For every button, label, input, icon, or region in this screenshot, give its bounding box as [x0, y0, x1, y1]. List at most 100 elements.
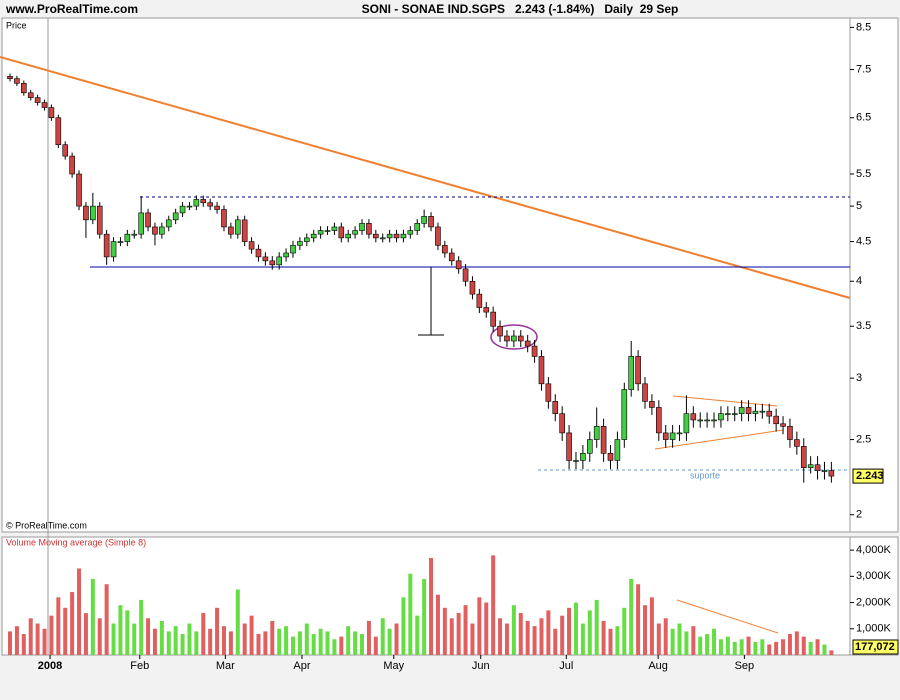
candle-body [462, 268, 469, 282]
candle-body [497, 325, 503, 337]
candle-body [635, 356, 641, 385]
volume-bar [194, 631, 199, 655]
candle-body [828, 470, 835, 477]
y-tick-label: 1,000K [856, 623, 892, 635]
volume-bar [573, 602, 578, 655]
volume-bar [636, 584, 641, 655]
volume-bar [525, 620, 530, 655]
volume-bar [42, 628, 47, 655]
candle-body [759, 410, 766, 413]
volume-bar [394, 623, 399, 655]
volume-bar [90, 578, 95, 655]
volume-bar [21, 634, 26, 655]
x-tick-label: Jul [559, 660, 573, 672]
candle-body [745, 407, 752, 414]
volume-bar [56, 597, 61, 655]
volume-bar [422, 578, 427, 655]
copyright: © ProRealTime.com [6, 520, 87, 530]
candle-body [283, 252, 289, 258]
candle-body [766, 410, 773, 417]
candle-body [27, 92, 34, 98]
y-tick-label: 7.5 [856, 63, 871, 75]
volume-bar [132, 623, 137, 655]
candle-body [62, 144, 69, 157]
volume-axis-pane [849, 536, 899, 656]
volume-bar [118, 605, 123, 655]
volume-bar [318, 628, 323, 655]
candle-body [228, 226, 234, 235]
candle-body [297, 241, 303, 246]
candle-body [262, 256, 269, 262]
candle-body [76, 173, 82, 207]
candle-body [421, 216, 427, 224]
volume-bar [532, 626, 537, 655]
volume-bar [518, 613, 523, 655]
volume-bar [180, 634, 185, 655]
volume-bar [677, 623, 682, 655]
candle-body [794, 439, 800, 447]
candle-body [290, 245, 296, 254]
candle-body [545, 383, 552, 402]
price-pane [1, 17, 851, 533]
chart-header: SONI - SONAE IND.SGPS 2.243 (-1.84%) Dai… [362, 2, 679, 16]
candle-body [697, 419, 704, 422]
volume-bar [470, 623, 475, 655]
volume-bar [146, 618, 151, 655]
candle-body [621, 389, 628, 440]
candle-body [607, 453, 614, 461]
candle-body [517, 335, 524, 342]
candle-body [414, 223, 421, 231]
candle-body [725, 413, 731, 415]
volume-bar [801, 636, 806, 655]
y-tick-label: 4,000K [856, 544, 892, 556]
volume-bar [643, 605, 648, 655]
volume-bar [594, 599, 599, 655]
volume-bar [705, 634, 710, 655]
highlight-ellipse [490, 324, 538, 350]
y-tick-label: 6.5 [856, 112, 871, 124]
candle-body [373, 233, 379, 239]
volume-bar [753, 641, 758, 655]
volume-bar [822, 644, 827, 655]
candle-body [172, 212, 179, 221]
volume-bar [670, 628, 675, 655]
volume-bar [111, 623, 116, 655]
volume-bar [684, 631, 689, 655]
volume-bar [477, 597, 482, 655]
volume-bar [511, 605, 516, 655]
candle-body [662, 432, 669, 440]
candle-body [48, 107, 55, 119]
volume-bar [429, 557, 434, 655]
candle-body [83, 205, 89, 221]
volume-bar [77, 568, 82, 655]
candle-body [55, 117, 62, 145]
volume-bar [28, 618, 33, 655]
x-tick-label: 2008 [38, 660, 62, 672]
volume-bar [449, 618, 454, 655]
volume-bar [63, 607, 68, 655]
candle-body [807, 464, 814, 468]
trend-line [0, 56, 851, 299]
candle-body [442, 245, 448, 254]
candle-body [628, 356, 635, 390]
x-tick-label: Apr [293, 660, 310, 672]
candle-body [34, 97, 41, 103]
volume-bar [173, 626, 178, 655]
volume-title: Volume Moving average (Simple 8) [6, 537, 146, 547]
candle-body [580, 453, 586, 461]
volume-bar [97, 618, 102, 655]
last-volume-label: 177,072 [855, 641, 895, 653]
volume-bar [649, 597, 654, 655]
candle-body [248, 241, 255, 250]
volume-bar [781, 639, 786, 655]
candle-body [566, 432, 572, 461]
candle-body [738, 407, 745, 414]
volume-bar [187, 623, 192, 655]
volume-bar [767, 644, 772, 655]
volume-bar [712, 628, 717, 655]
y-tick-label: 3.5 [856, 320, 871, 332]
candle-body [614, 439, 621, 461]
volume-bar [553, 628, 558, 655]
candle-body [504, 335, 510, 342]
